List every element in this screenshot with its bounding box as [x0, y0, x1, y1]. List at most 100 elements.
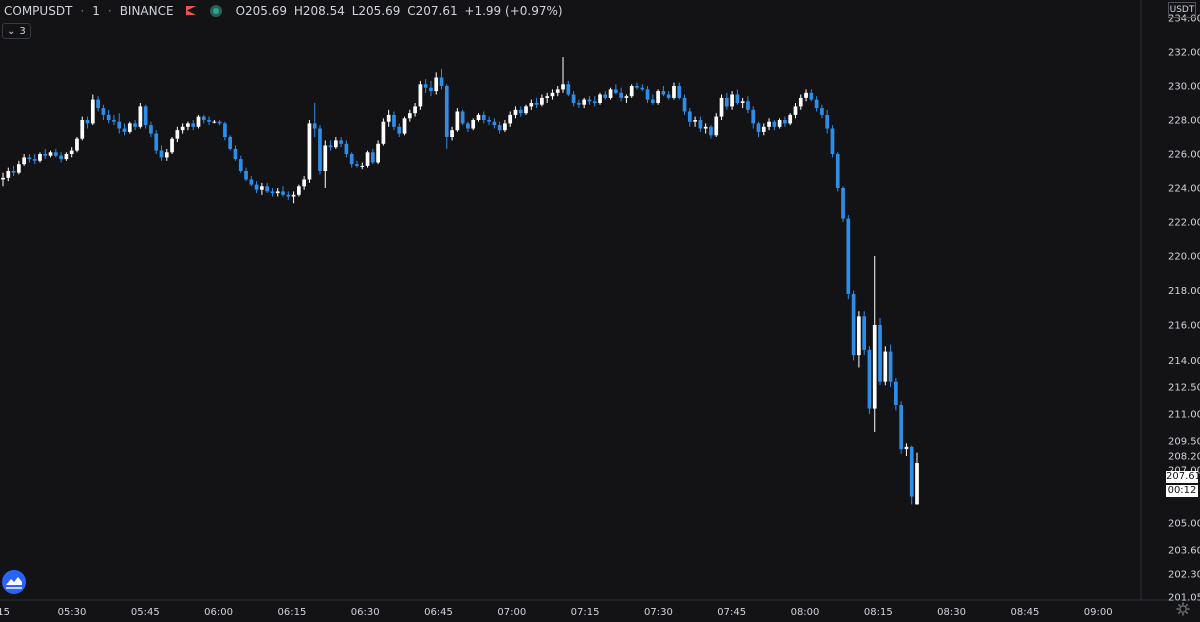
candle	[492, 118, 497, 129]
time-axis[interactable]: 5:15 05:30 05:45 06:00 06:15 06:30 06:45 07:00 0…	[0, 607, 1113, 618]
candle	[746, 96, 750, 114]
candle-body	[566, 84, 571, 95]
candle-body	[598, 94, 602, 103]
candle-body	[191, 123, 196, 127]
candle	[450, 126, 454, 141]
candle-body	[481, 114, 486, 120]
candle	[534, 97, 539, 109]
candle	[677, 82, 682, 100]
candle	[323, 140, 328, 188]
candle-body	[492, 121, 497, 126]
candle-body	[804, 92, 808, 98]
candle-body	[888, 351, 893, 382]
candle-body	[650, 99, 655, 103]
candle	[888, 344, 893, 387]
candle	[17, 160, 21, 175]
candle-body	[434, 77, 439, 92]
candle-body	[714, 116, 719, 136]
candle-body	[48, 152, 53, 156]
price-tick-label: 218.00	[1168, 286, 1200, 297]
candle-body	[344, 143, 349, 154]
candle	[27, 154, 32, 163]
candle-body	[561, 84, 565, 90]
interval-label[interactable]: 1	[92, 4, 100, 18]
candle-body	[413, 106, 417, 114]
candle-body	[497, 125, 502, 131]
candle	[899, 401, 903, 454]
candle	[571, 91, 576, 107]
candle	[455, 108, 460, 132]
candle	[672, 82, 676, 100]
candle-body	[820, 108, 824, 115]
candle-body	[719, 97, 724, 117]
candle-body	[376, 143, 380, 163]
candle-body	[687, 111, 692, 122]
candle	[381, 118, 386, 146]
candle-body	[450, 130, 454, 137]
candle-body	[899, 405, 903, 450]
ohlc-values: O205.69 H208.54 L205.69 C207.61 +1.99 (+…	[236, 4, 566, 18]
candle	[117, 113, 122, 134]
price-tick-label: 222.00	[1168, 218, 1200, 229]
candle-body	[297, 186, 301, 195]
candle-body	[112, 120, 116, 122]
candle	[814, 96, 819, 112]
candle	[751, 106, 756, 129]
currency-unit-label[interactable]: USDT	[1168, 2, 1196, 18]
candle-body	[175, 130, 180, 139]
candle	[862, 311, 867, 356]
candle-body	[1, 177, 5, 180]
separator-dot: ·	[107, 4, 112, 18]
candle	[207, 116, 211, 126]
candle	[687, 108, 692, 127]
candle	[101, 104, 106, 120]
candle-body	[555, 89, 560, 93]
candle	[777, 118, 782, 129]
time-tick-label: 09:00	[1084, 607, 1113, 618]
candle	[608, 87, 613, 100]
candle-body	[249, 179, 254, 185]
price-axis[interactable]: 201.05202.30203.60205.00207.00208.20209.…	[1168, 14, 1200, 604]
symbol-name[interactable]: COMPUSDT	[4, 4, 73, 18]
candle-body	[96, 99, 100, 109]
candle-body	[740, 101, 745, 103]
candle	[439, 69, 444, 90]
candle	[217, 120, 222, 126]
time-tick-label: 08:45	[1010, 607, 1039, 618]
candle-body	[355, 164, 359, 166]
candle-body	[513, 109, 518, 115]
indicators-count: 3	[19, 25, 26, 37]
candle-body	[143, 106, 148, 126]
flag-icon[interactable]	[185, 6, 196, 16]
candle	[112, 114, 116, 126]
tradingview-logo-icon[interactable]	[2, 570, 26, 594]
candle-body	[439, 77, 444, 86]
candle-body	[524, 106, 528, 114]
gear-icon[interactable]	[1176, 602, 1190, 616]
candle-body	[22, 157, 26, 165]
candle	[154, 130, 159, 154]
candle	[80, 116, 85, 141]
candle-body	[915, 463, 919, 505]
candle-body	[281, 191, 285, 195]
candle-body	[429, 87, 433, 92]
time-tick-label: 07:00	[497, 607, 526, 618]
candle-body	[164, 152, 169, 158]
candle	[577, 99, 581, 109]
candle-body	[788, 114, 793, 124]
price-tick-label: 203.60	[1168, 546, 1200, 557]
candle	[624, 94, 629, 103]
candle	[518, 106, 523, 117]
candle-body	[603, 94, 608, 98]
candle	[96, 96, 100, 112]
candle-body	[27, 157, 32, 160]
candle	[43, 148, 48, 160]
candle-body	[466, 123, 470, 129]
indicators-collapse-button[interactable]: ⌄ 3	[2, 23, 31, 39]
candle-body	[418, 84, 423, 107]
close-value: C207.61	[407, 4, 458, 18]
candle	[186, 121, 190, 131]
market-status-icon[interactable]	[209, 5, 222, 17]
time-tick-label: 07:30	[644, 607, 673, 618]
